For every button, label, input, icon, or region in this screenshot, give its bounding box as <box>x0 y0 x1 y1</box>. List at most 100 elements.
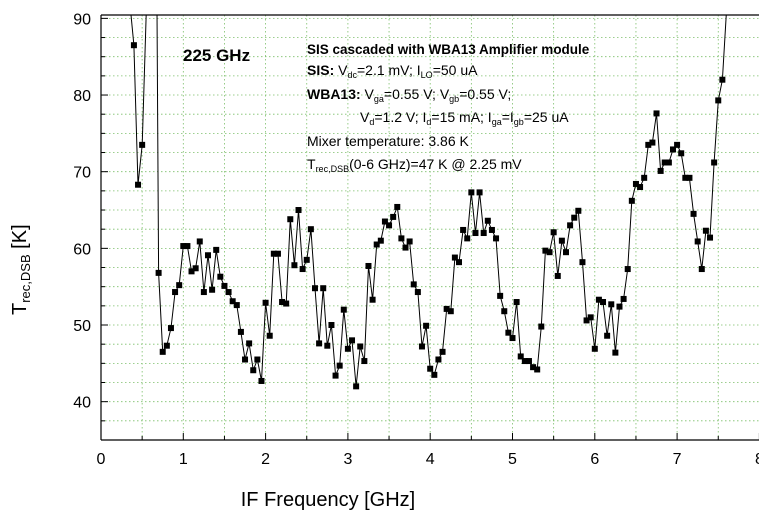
data-point <box>188 268 195 275</box>
data-point <box>344 345 351 352</box>
data-point <box>167 325 174 332</box>
data-point <box>501 308 508 315</box>
data-point <box>155 269 162 276</box>
y-tick-label: 80 <box>73 88 91 105</box>
data-point <box>702 227 709 234</box>
data-point <box>616 303 623 310</box>
data-point <box>583 317 590 324</box>
data-point <box>562 249 569 256</box>
data-point <box>373 241 380 248</box>
data-point <box>637 184 644 191</box>
data-point <box>279 299 286 306</box>
data-point <box>340 306 347 313</box>
data-point <box>377 237 384 244</box>
x-tick-label: 3 <box>343 451 352 468</box>
data-point <box>484 217 491 224</box>
data-point <box>579 259 586 266</box>
data-point <box>546 249 553 256</box>
data-point <box>311 285 318 292</box>
data-point <box>447 308 454 315</box>
data-point <box>493 235 500 242</box>
data-point <box>608 301 615 308</box>
data-point <box>632 180 639 187</box>
data-point <box>653 110 660 117</box>
data-point <box>620 295 627 302</box>
data-point <box>723 8 729 14</box>
data-point <box>324 342 331 349</box>
data-point <box>274 250 281 257</box>
data-point <box>587 314 594 321</box>
data-point <box>402 244 409 251</box>
data-point <box>567 222 574 229</box>
data-series <box>130 8 729 390</box>
data-point <box>328 322 335 329</box>
data-point <box>694 238 701 245</box>
data-point <box>682 174 689 181</box>
data-point <box>657 167 664 174</box>
data-point <box>225 289 232 296</box>
data-point <box>525 358 532 365</box>
data-point <box>349 337 356 344</box>
data-point <box>353 383 360 390</box>
data-point <box>180 243 187 250</box>
data-point <box>143 8 149 14</box>
y-tick-label: 50 <box>73 318 91 335</box>
data-point <box>204 252 211 259</box>
data-point <box>307 226 314 233</box>
data-point <box>542 247 549 254</box>
data-point <box>159 348 166 355</box>
data-point <box>209 286 216 293</box>
tick-labels: 0123456789405060708090 <box>73 11 759 468</box>
data-point <box>316 340 323 347</box>
data-point <box>242 356 249 363</box>
data-point <box>246 340 253 347</box>
data-point <box>571 214 578 221</box>
data-point <box>595 296 602 303</box>
data-point <box>435 356 442 363</box>
data-point <box>176 282 183 289</box>
data-point <box>361 358 368 365</box>
y-tick-label: 40 <box>73 395 91 412</box>
data-point <box>237 328 244 335</box>
data-point <box>217 273 224 280</box>
data-point <box>451 254 458 261</box>
data-point <box>715 97 722 104</box>
data-point <box>414 289 421 296</box>
data-point <box>320 285 327 292</box>
data-point <box>497 292 504 299</box>
data-point <box>369 296 376 303</box>
data-point <box>645 141 652 148</box>
frequency-annotation: 225 GHz <box>183 46 251 65</box>
data-point <box>690 210 697 217</box>
data-point <box>612 349 619 356</box>
data-point <box>505 329 512 336</box>
data-point <box>521 358 528 365</box>
data-point <box>431 371 438 378</box>
data-point <box>707 234 714 241</box>
data-point <box>509 335 516 342</box>
y-tick-label: 90 <box>73 11 91 28</box>
data-point <box>221 282 228 289</box>
data-point <box>443 305 450 312</box>
data-point <box>262 299 269 306</box>
data-point <box>480 230 487 237</box>
x-axis-label: IF Frequency [GHz] <box>241 489 416 511</box>
data-point <box>303 256 310 263</box>
data-point <box>604 332 611 339</box>
data-point <box>135 181 142 188</box>
data-point <box>418 343 425 350</box>
x-tick-label: 4 <box>426 451 435 468</box>
data-point <box>649 139 656 146</box>
data-point <box>711 159 718 166</box>
data-point <box>406 238 413 245</box>
data-point <box>299 266 306 273</box>
data-point <box>386 222 393 229</box>
data-point <box>534 366 541 373</box>
data-point <box>233 302 240 309</box>
data-point <box>600 299 607 306</box>
annotation-line-bias: Vd=1.2 V; Id=15 mA; Iga=Igb=25 uA <box>360 109 569 127</box>
data-point <box>698 266 705 273</box>
data-point <box>295 207 302 214</box>
data-point <box>669 146 676 153</box>
data-point <box>266 332 273 339</box>
